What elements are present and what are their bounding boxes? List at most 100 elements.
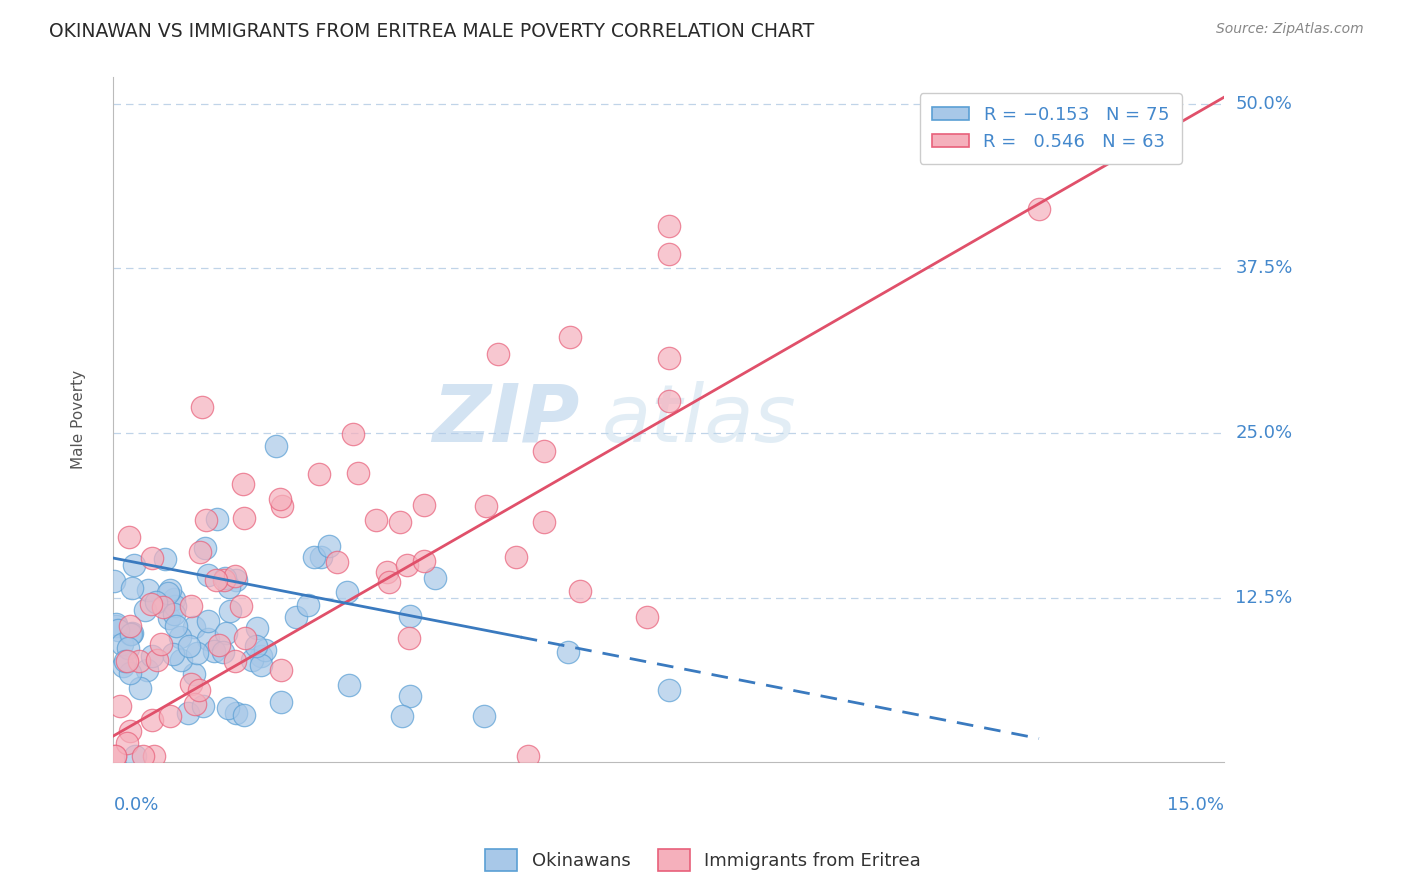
Point — [114, 654, 136, 668]
Text: 37.5%: 37.5% — [1236, 260, 1292, 277]
Point — [395, 558, 418, 572]
Legend: Okinawans, Immigrants from Eritrea: Okinawans, Immigrants from Eritrea — [478, 842, 928, 879]
Point — [118, 723, 141, 738]
Point — [153, 551, 176, 566]
Point — [162, 592, 184, 607]
Point — [191, 698, 214, 713]
Point — [208, 638, 231, 652]
Point — [197, 567, 219, 582]
Point — [225, 706, 247, 720]
Text: 12.5%: 12.5% — [1236, 589, 1292, 607]
Point — [204, 574, 226, 588]
Point — [375, 565, 398, 579]
Point — [103, 748, 125, 763]
Legend: R = $-$0.153   N = 75, R =   0.546   N = 63: R = $-$0.153 N = 75, R = 0.546 N = 63 — [920, 94, 1182, 163]
Point — [285, 609, 308, 624]
Point — [180, 599, 202, 613]
Point — [103, 574, 125, 589]
Point — [136, 663, 159, 677]
Point — [186, 646, 208, 660]
Point — [107, 623, 129, 637]
Text: 50.0%: 50.0% — [1236, 95, 1292, 112]
Point — [157, 585, 180, 599]
Point — [302, 549, 325, 564]
Point — [152, 600, 174, 615]
Point — [138, 583, 160, 598]
Point — [318, 539, 340, 553]
Point — [183, 620, 205, 634]
Point — [111, 637, 134, 651]
Point — [177, 706, 200, 721]
Point — [104, 618, 127, 632]
Point — [215, 626, 238, 640]
Point — [134, 603, 156, 617]
Point — [218, 580, 240, 594]
Point — [104, 748, 127, 763]
Point — [191, 400, 214, 414]
Text: 15.0%: 15.0% — [1167, 797, 1225, 814]
Point — [311, 549, 333, 564]
Point — [159, 583, 181, 598]
Point — [378, 575, 401, 590]
Point — [1028, 202, 1050, 216]
Point — [568, 584, 591, 599]
Point — [120, 627, 142, 641]
Point — [110, 699, 132, 714]
Point — [270, 664, 292, 678]
Point — [423, 571, 446, 585]
Point — [308, 467, 330, 481]
Point — [533, 443, 555, 458]
Text: Source: ZipAtlas.com: Source: ZipAtlas.com — [1216, 22, 1364, 37]
Point — [214, 574, 236, 588]
Point — [184, 697, 207, 711]
Point — [413, 499, 436, 513]
Point — [141, 713, 163, 727]
Text: 25.0%: 25.0% — [1236, 424, 1292, 442]
Point — [188, 545, 211, 559]
Point — [658, 246, 681, 260]
Point — [128, 654, 150, 668]
Point — [232, 477, 254, 491]
Point — [399, 608, 422, 623]
Point — [233, 631, 256, 645]
Point — [197, 632, 219, 647]
Point — [398, 631, 420, 645]
Point — [366, 513, 388, 527]
Point — [124, 748, 146, 763]
Point — [229, 599, 252, 613]
Point — [250, 648, 273, 663]
Point — [180, 677, 202, 691]
Point — [297, 598, 319, 612]
Point — [159, 709, 181, 723]
Point — [121, 581, 143, 595]
Point — [202, 644, 225, 658]
Point — [232, 708, 254, 723]
Point — [197, 614, 219, 628]
Point — [122, 558, 145, 572]
Text: ZIP: ZIP — [433, 381, 579, 458]
Point — [212, 644, 235, 658]
Point — [245, 639, 267, 653]
Point — [557, 645, 579, 659]
Point — [118, 530, 141, 544]
Point — [475, 499, 498, 513]
Point — [658, 219, 681, 234]
Point — [233, 510, 256, 524]
Point — [205, 512, 228, 526]
Point — [163, 607, 186, 621]
Point — [117, 641, 139, 656]
Point — [118, 666, 141, 681]
Point — [250, 657, 273, 672]
Point — [217, 700, 239, 714]
Point — [120, 627, 142, 641]
Text: Male Poverty: Male Poverty — [70, 370, 86, 469]
Point — [159, 610, 181, 624]
Point — [143, 748, 166, 763]
Point — [505, 550, 527, 565]
Point — [141, 550, 163, 565]
Point — [636, 610, 658, 624]
Point — [271, 499, 294, 513]
Point — [225, 573, 247, 587]
Point — [413, 554, 436, 568]
Point — [112, 658, 135, 673]
